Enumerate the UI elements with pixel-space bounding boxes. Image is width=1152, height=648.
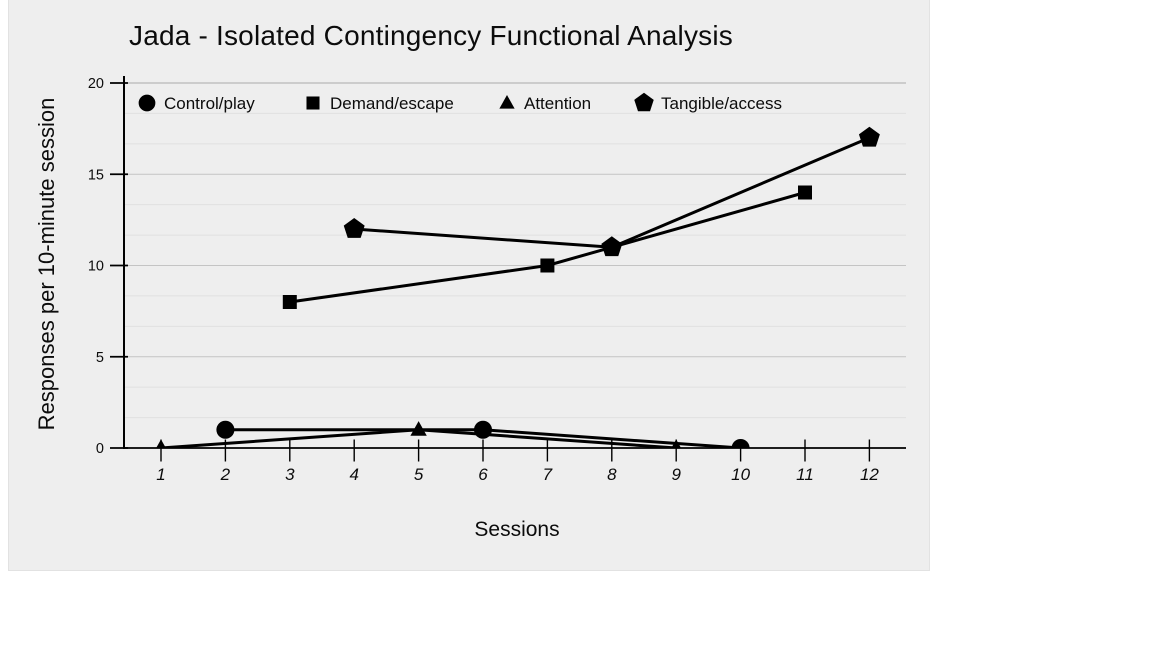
- x-tick-label: 5: [414, 465, 424, 484]
- control-play-legend-icon: [138, 94, 156, 112]
- attention-legend-icon: [499, 95, 515, 109]
- legend-label-control-play: Control/play: [164, 94, 255, 113]
- x-tick-label: 9: [671, 465, 681, 484]
- x-tick-label: 7: [543, 465, 553, 484]
- plot-series-layer: [156, 126, 880, 448]
- y-tick-label: 5: [96, 350, 104, 366]
- y-tick-label: 0: [96, 441, 104, 457]
- x-tick-label: 2: [220, 465, 231, 484]
- y-tick-label: 10: [88, 259, 104, 275]
- attention-marker: [410, 421, 427, 436]
- tangible-access-marker: [601, 236, 623, 257]
- y-axis-title: Responses per 10-minute session: [34, 97, 59, 431]
- chart-panel: 0 5 10 15 20 1 2 3 4 5 6 7 8 9 10 11 12 Control/play Deman…: [8, 0, 930, 571]
- y-tick-label: 20: [88, 76, 104, 92]
- legend-label-demand-escape: Demand/escape: [330, 94, 454, 113]
- x-tick-label: 3: [285, 465, 295, 484]
- legend-item-control-play: Control/play: [138, 94, 255, 113]
- legend-label-tangible-access: Tangible/access: [661, 94, 782, 113]
- x-tick-label: 11: [796, 465, 814, 484]
- control-play-marker: [731, 439, 750, 448]
- x-tick-label: 4: [349, 465, 358, 484]
- demand-escape-marker: [540, 258, 555, 273]
- chart-title: Jada - Isolated Contingency Functional A…: [129, 20, 733, 51]
- control-play-marker: [216, 420, 235, 439]
- x-axis-title: Sessions: [474, 518, 560, 541]
- legend: Control/play Demand/escape Attention Tangib…: [138, 92, 782, 113]
- x-tick-label: 12: [860, 465, 879, 484]
- tangible-access-legend-icon: [634, 92, 654, 112]
- demand-escape-marker: [798, 185, 812, 200]
- legend-label-attention: Attention: [524, 94, 591, 113]
- legend-item-attention: Attention: [499, 94, 591, 113]
- x-tick-label: 1: [156, 465, 165, 484]
- attention-marker: [671, 439, 682, 448]
- demand-escape-legend-icon: [306, 96, 320, 110]
- x-tick-label: 10: [731, 465, 750, 484]
- attention-marker: [156, 439, 166, 448]
- x-tick-label: 6: [478, 465, 488, 484]
- x-tick-label: 8: [607, 465, 617, 484]
- legend-item-demand-escape: Demand/escape: [306, 94, 454, 113]
- demand-escape-line: [289, 191, 806, 304]
- legend-item-tangible-access: Tangible/access: [634, 92, 782, 113]
- demand-escape-marker: [282, 295, 297, 309]
- tangible-access-line: [354, 136, 870, 249]
- tangible-access-marker: [343, 218, 365, 238]
- tangible-access-marker: [858, 126, 880, 147]
- y-tick-label: 15: [88, 167, 104, 183]
